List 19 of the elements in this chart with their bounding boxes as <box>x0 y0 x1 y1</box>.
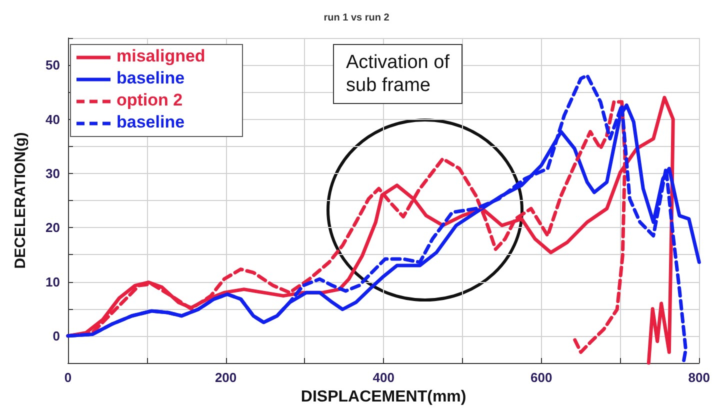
x-tick-label: 400 <box>372 370 394 385</box>
y-tick-label: 30 <box>46 166 60 181</box>
chart-title: run 1 vs run 2 <box>324 12 390 24</box>
x-axis-title: DISPLACEMENT(mm) <box>300 388 466 406</box>
y-tick-label: 50 <box>46 58 60 73</box>
annotation: Activation of sub frame <box>346 52 450 96</box>
y-tick-label: 10 <box>46 274 60 290</box>
x-tick-label: 800 <box>688 370 710 385</box>
x-tick-label: 0 <box>64 370 72 385</box>
legend-label: option 2 <box>116 90 183 110</box>
x-tick-label: 600 <box>530 370 552 385</box>
y-tick-label: 40 <box>46 112 60 127</box>
y-tick-label: 0 <box>52 328 60 344</box>
legend-label: baseline <box>116 68 185 88</box>
legend-label: misaligned <box>116 46 206 66</box>
y-tick-label: 20 <box>46 220 60 236</box>
legend-label: baseline <box>116 112 185 132</box>
x-tick-label: 200 <box>214 370 237 385</box>
y-axis-title: DECELERATION(g) <box>12 132 29 269</box>
